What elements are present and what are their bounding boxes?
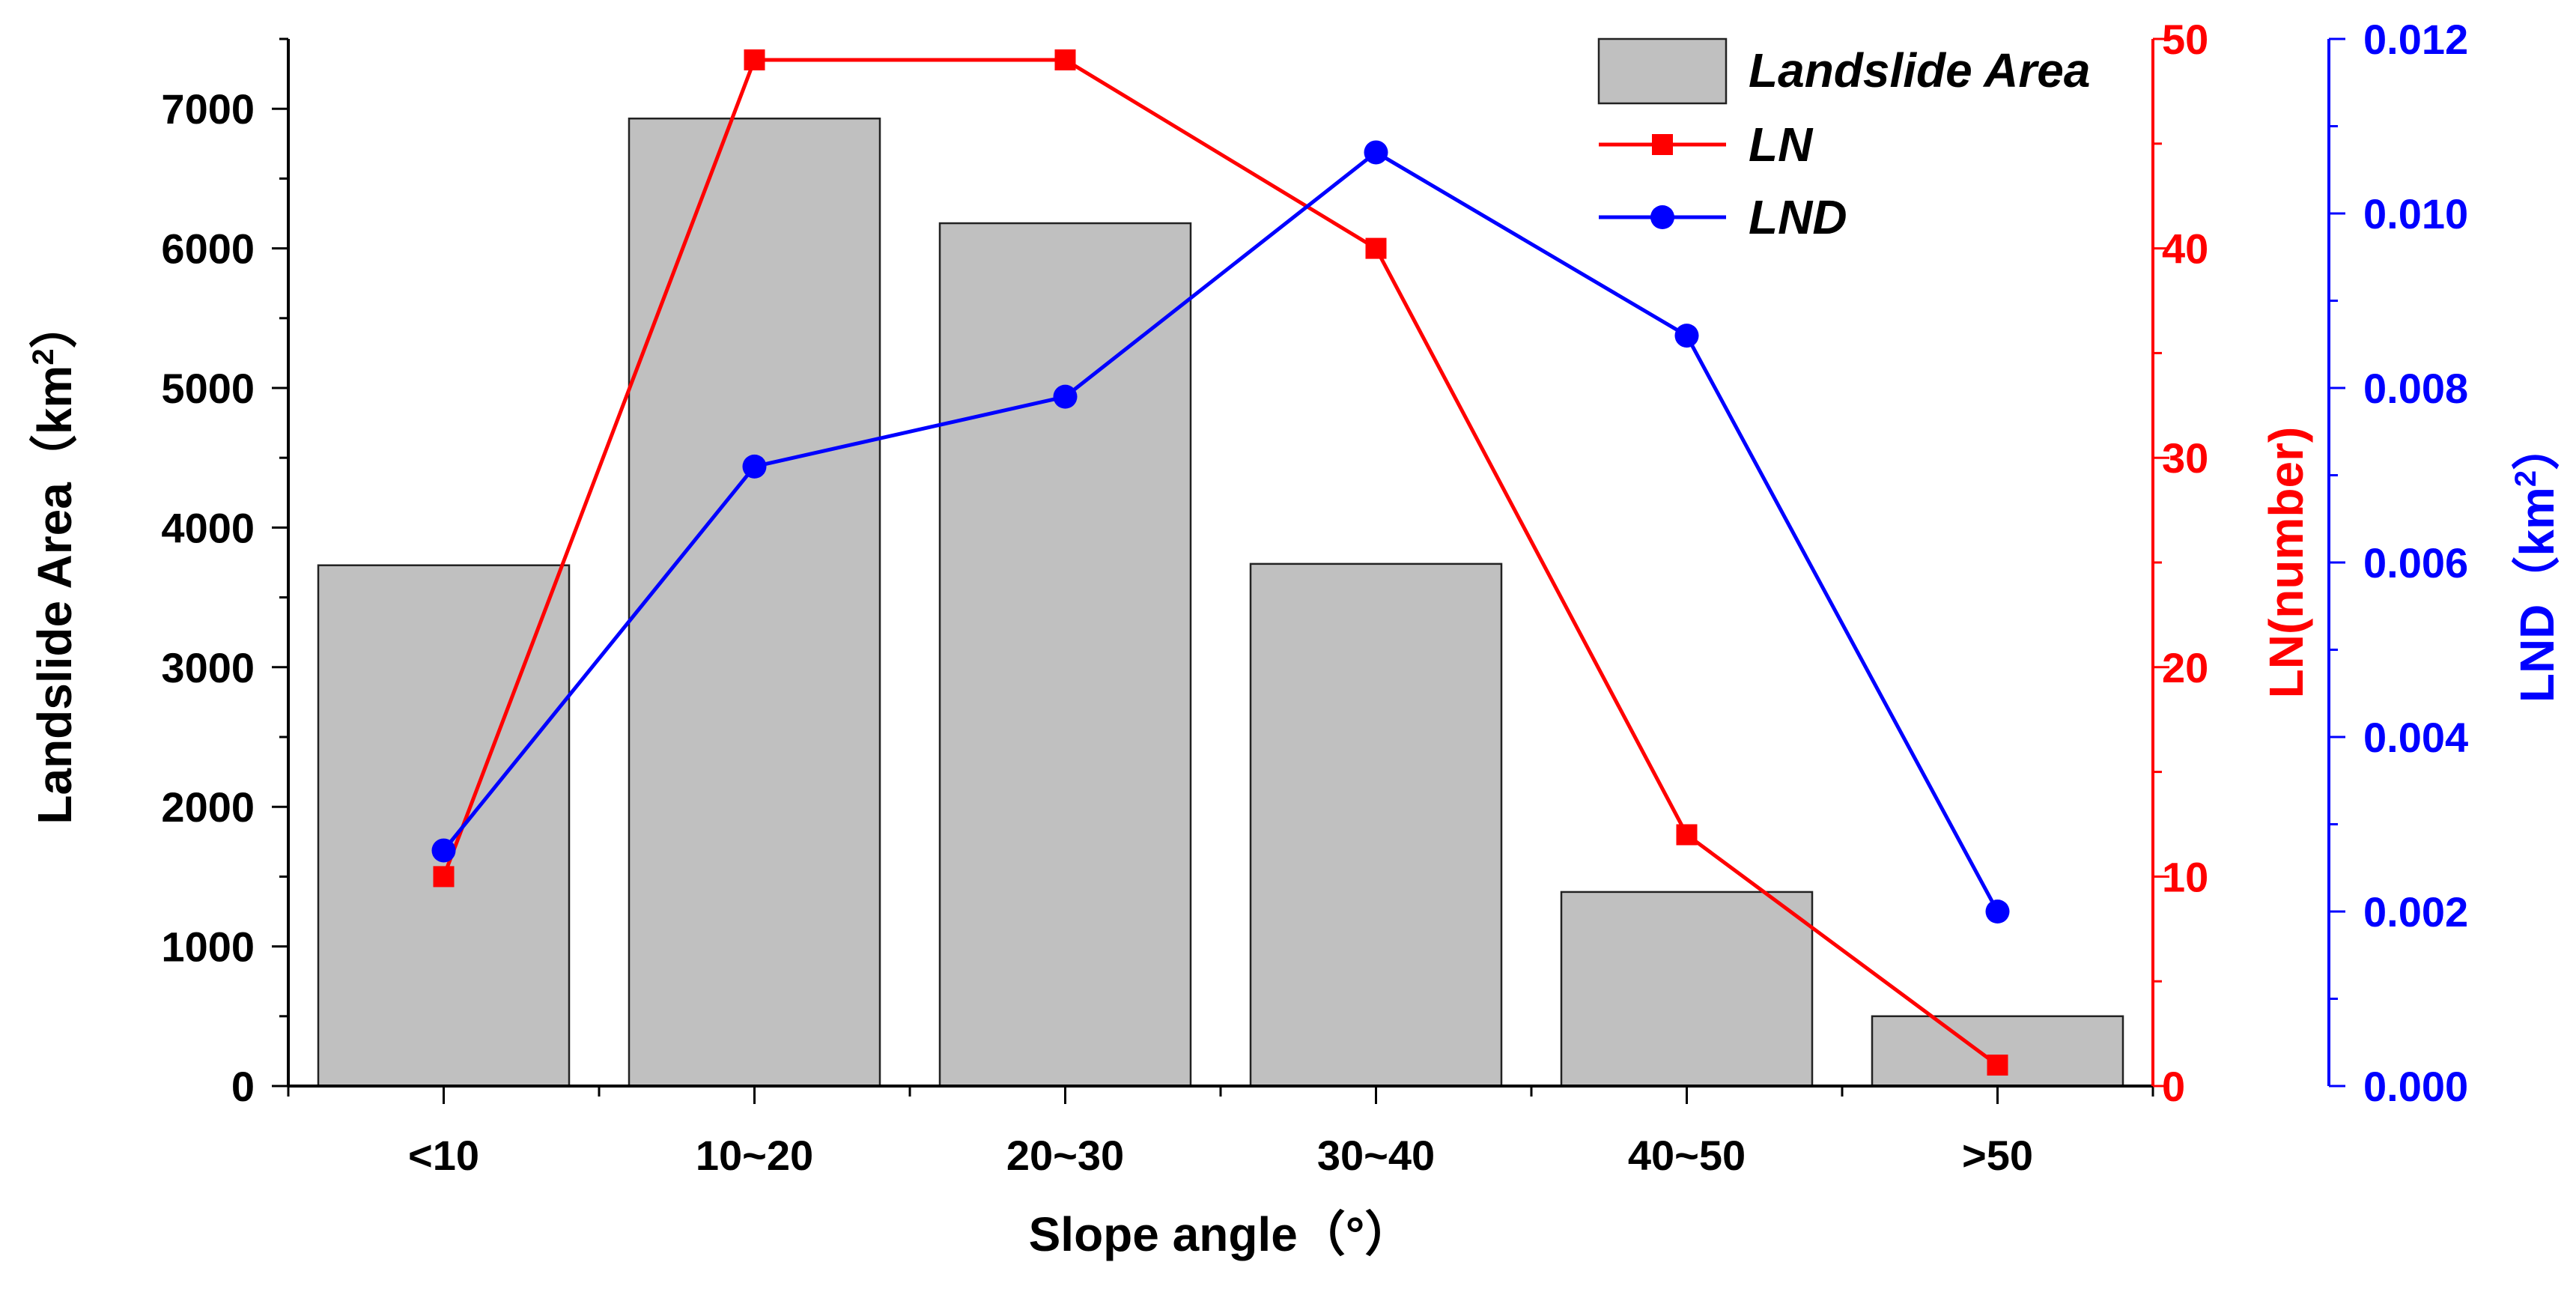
bar — [938, 222, 1192, 1088]
ln-axis-tick-label: 30 — [2162, 434, 2208, 482]
legend-swatch-landslide-area — [1597, 37, 1728, 105]
left-axis-tick-label: 7000 — [161, 85, 255, 133]
lnd-point — [742, 454, 767, 479]
x-axis-tick-label: 10~20 — [696, 1132, 813, 1179]
x-axis-tick-label: <10 — [408, 1132, 479, 1179]
lnd-axis-tick-label: 0.006 — [2363, 539, 2468, 586]
left-axis-tick-label: 6000 — [161, 225, 255, 273]
lnd-axis-title: LND（km2） — [2509, 422, 2564, 703]
legend-marker-ln — [1652, 134, 1673, 155]
left-axis-title: Landslide Area（km2） — [27, 300, 82, 824]
legend: Landslide Area LN LND — [1597, 37, 2090, 244]
ln-line — [442, 58, 1999, 1067]
ln-axis-tick-label: 20 — [2162, 644, 2208, 691]
ln-point — [1365, 237, 1387, 259]
bars-layer — [317, 117, 2124, 1088]
lnd-line — [442, 150, 1999, 913]
ln-axis-tick-label: 10 — [2162, 853, 2208, 900]
x-axis-tick-label: 40~50 — [1628, 1132, 1746, 1179]
lines-layer — [431, 49, 2010, 1076]
lnd-axis-tick-label: 0.002 — [2363, 888, 2468, 935]
lnd-axis-tick-label: 0.004 — [2363, 714, 2468, 761]
lnd-point — [1364, 140, 1388, 165]
left-axis-tick-label: 0 — [231, 1063, 255, 1110]
lnd-axis-tick-label: 0.010 — [2363, 190, 2468, 237]
left-axis-tick-label: 2000 — [161, 783, 255, 831]
ln-axis-tick-label: 40 — [2162, 225, 2208, 273]
ln-axis-tick-label: 50 — [2162, 16, 2208, 63]
legend-label-ln: LN — [1749, 118, 1814, 172]
legend-label-landslide-area: Landslide Area — [1749, 43, 2090, 97]
left-axis-tick-label: 4000 — [161, 504, 255, 551]
x-axis-tick-label: 20~30 — [1006, 1132, 1124, 1179]
x-axis-tick-label: >50 — [1962, 1132, 2033, 1179]
legend-marker-lnd — [1650, 205, 1674, 229]
x-axis-title: Slope angle（°） — [1029, 1207, 1413, 1261]
lnd-axis-tick-label: 0.008 — [2363, 365, 2468, 412]
ln-point — [1987, 1055, 2008, 1076]
ln-axis-tick-label: 0 — [2162, 1063, 2185, 1110]
axes-layer: 0 1000 2000 3000 4000 5000 6000 7000 Landslide A… — [27, 16, 2564, 1261]
ln-point — [1054, 49, 1076, 70]
left-axis-tick-label: 1000 — [161, 923, 255, 971]
bar — [628, 117, 881, 1088]
legend-label-lnd: LND — [1749, 190, 1847, 244]
left-axis-tick-label: 3000 — [161, 644, 255, 691]
ln-point — [1676, 824, 1698, 846]
x-axis-tick-label: 30~40 — [1317, 1132, 1435, 1179]
lnd-axis-tick-label: 0.012 — [2363, 16, 2468, 63]
ln-axis-title: LN(number) — [2259, 427, 2313, 699]
left-axis-tick-label: 5000 — [161, 365, 255, 412]
lnd-point — [1985, 900, 2010, 923]
ln-point — [744, 49, 765, 70]
lnd-point — [1053, 384, 1078, 409]
ln-point — [433, 866, 455, 888]
bar — [1249, 562, 1503, 1088]
lnd-point — [431, 838, 456, 863]
bar — [1560, 891, 1814, 1088]
lnd-axis-tick-label: 0.000 — [2363, 1063, 2468, 1110]
lnd-point — [1674, 324, 1699, 348]
